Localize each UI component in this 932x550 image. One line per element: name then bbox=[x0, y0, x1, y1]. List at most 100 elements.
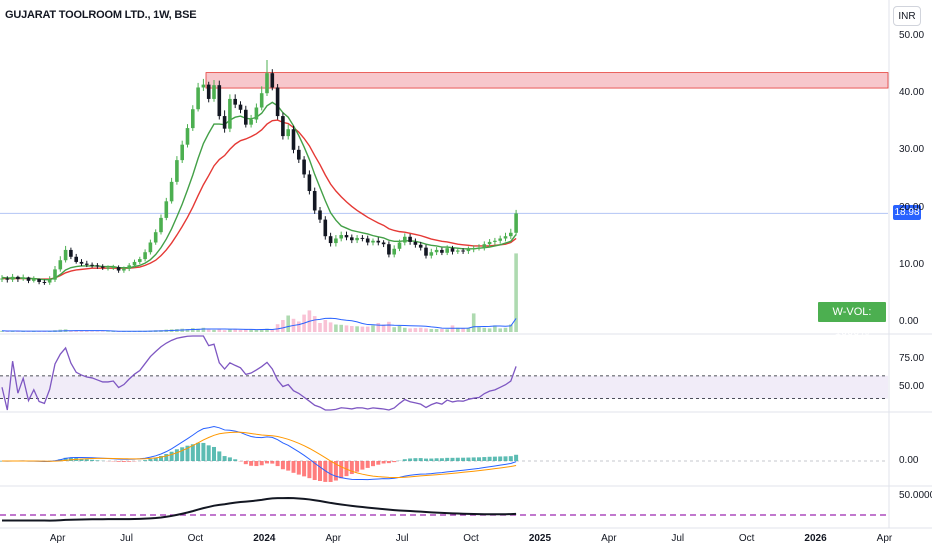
volume-bar bbox=[74, 330, 78, 332]
candle-body bbox=[47, 279, 52, 283]
rsi-axis-tick: 50.00 bbox=[899, 381, 925, 393]
macd-signal-line bbox=[1, 431, 517, 479]
candle-body bbox=[493, 240, 497, 242]
macd-histogram-bar bbox=[307, 461, 312, 479]
macd-histogram-bar bbox=[482, 457, 487, 461]
candle-body bbox=[265, 73, 269, 94]
macd-histogram-bar bbox=[190, 444, 195, 461]
rsi-panel bbox=[0, 335, 888, 411]
macd-histogram-bar bbox=[514, 454, 519, 461]
candle-body bbox=[206, 84, 211, 99]
rsi-band bbox=[0, 375, 888, 399]
candle-body bbox=[307, 174, 312, 192]
candle-body bbox=[466, 249, 471, 252]
candle-body bbox=[434, 249, 439, 253]
time-axis-tick: Apr bbox=[876, 533, 893, 544]
macd-histogram-bar bbox=[63, 457, 68, 461]
volume-bar bbox=[360, 326, 365, 332]
volume-bar bbox=[201, 327, 206, 332]
volume-bar bbox=[206, 329, 211, 332]
candle-body bbox=[408, 236, 412, 242]
volume-bar bbox=[233, 329, 237, 332]
volume-bar bbox=[387, 321, 391, 332]
price-axis-tick: 20.00 bbox=[899, 201, 925, 213]
macd-histogram-bar bbox=[333, 461, 338, 481]
volume-bar bbox=[355, 326, 359, 332]
volume-bar bbox=[445, 329, 449, 332]
volume-bar bbox=[413, 328, 418, 332]
volume-bar bbox=[408, 328, 412, 332]
macd-histogram-bar bbox=[116, 461, 121, 462]
volume-bar bbox=[37, 331, 41, 332]
volume-bar bbox=[5, 331, 10, 332]
macd-histogram-bar bbox=[424, 458, 428, 461]
macd-histogram-bar bbox=[68, 457, 73, 461]
candle-body bbox=[138, 259, 142, 262]
volume-bar bbox=[222, 330, 227, 332]
macd-histogram-bar bbox=[360, 461, 365, 470]
candle-body bbox=[471, 248, 476, 250]
volume-bar bbox=[196, 328, 200, 332]
candle-body bbox=[302, 159, 306, 175]
macd-histogram-bar bbox=[180, 447, 185, 461]
candle-body bbox=[143, 252, 147, 260]
macd-histogram-bar bbox=[471, 457, 476, 461]
volume-bar bbox=[498, 328, 502, 332]
candle-body bbox=[477, 247, 481, 249]
macd-histogram-bar bbox=[153, 457, 158, 461]
candle-body bbox=[254, 107, 259, 120]
macd-histogram-bar bbox=[302, 461, 307, 477]
macd-histogram-bar bbox=[296, 461, 301, 475]
macd-histogram-bar bbox=[164, 453, 169, 461]
volume-bar bbox=[318, 323, 322, 332]
macd-histogram-bar bbox=[206, 445, 211, 461]
volume-bar bbox=[365, 326, 370, 332]
candle-body bbox=[69, 249, 73, 257]
macd-histogram-bar bbox=[121, 461, 126, 462]
price-axis-tick: 40.00 bbox=[899, 87, 925, 99]
candle-body bbox=[509, 232, 513, 237]
time-axis-tick: 2024 bbox=[253, 533, 276, 544]
volume-bar bbox=[265, 328, 269, 332]
oscillator-panel bbox=[0, 497, 888, 522]
candle-body bbox=[344, 235, 349, 238]
volume-bar bbox=[403, 327, 407, 332]
macd-histogram-bar bbox=[249, 461, 254, 466]
macd-histogram-bar bbox=[408, 458, 413, 461]
candle-body bbox=[498, 238, 502, 241]
macd-histogram-bar bbox=[323, 461, 328, 482]
candle-body bbox=[58, 260, 63, 270]
rsi-axis-tick: 75.00 bbox=[899, 352, 925, 364]
candle-body bbox=[392, 248, 396, 255]
time-axis-tick: Jul bbox=[395, 533, 409, 544]
candle-body bbox=[487, 241, 492, 245]
macd-histogram-bar bbox=[477, 457, 481, 461]
macd-histogram-bar bbox=[450, 457, 455, 461]
volume-bar bbox=[254, 329, 259, 332]
currency-button[interactable]: INR bbox=[893, 6, 921, 26]
candle-body bbox=[106, 267, 110, 269]
volume-bar bbox=[323, 320, 328, 332]
macd-histogram-bar bbox=[286, 461, 291, 471]
candle-body bbox=[318, 210, 322, 220]
candle-body bbox=[371, 240, 375, 243]
volume-bar bbox=[217, 329, 222, 332]
volume-bar bbox=[371, 325, 375, 332]
macd-histogram-bar bbox=[339, 461, 344, 479]
candle-body bbox=[53, 269, 57, 280]
macd-histogram-bar bbox=[376, 461, 381, 465]
candle-body bbox=[291, 129, 296, 150]
volume-bar bbox=[69, 330, 73, 332]
volume-bar bbox=[429, 329, 434, 332]
candle-body bbox=[169, 181, 174, 202]
candle-body bbox=[191, 109, 195, 129]
candle-body bbox=[238, 104, 243, 110]
candle-body bbox=[63, 249, 68, 261]
macd-histogram-bar bbox=[461, 457, 466, 461]
volume-bar bbox=[477, 327, 481, 332]
time-axis-tick: Apr bbox=[325, 533, 342, 544]
volume-bar bbox=[95, 331, 100, 332]
candle-body bbox=[0, 278, 4, 280]
macd-histogram-bar bbox=[466, 457, 471, 461]
